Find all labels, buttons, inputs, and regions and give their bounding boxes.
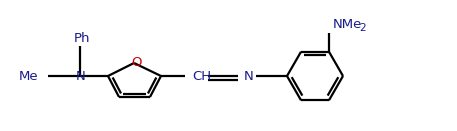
Text: NMe: NMe: [333, 18, 362, 31]
Text: N: N: [76, 70, 86, 83]
Text: Me: Me: [18, 70, 38, 83]
Text: 2: 2: [359, 23, 366, 33]
Text: CH: CH: [192, 70, 211, 83]
Text: Ph: Ph: [74, 32, 90, 45]
Text: N: N: [244, 70, 254, 83]
Text: O: O: [131, 56, 141, 69]
